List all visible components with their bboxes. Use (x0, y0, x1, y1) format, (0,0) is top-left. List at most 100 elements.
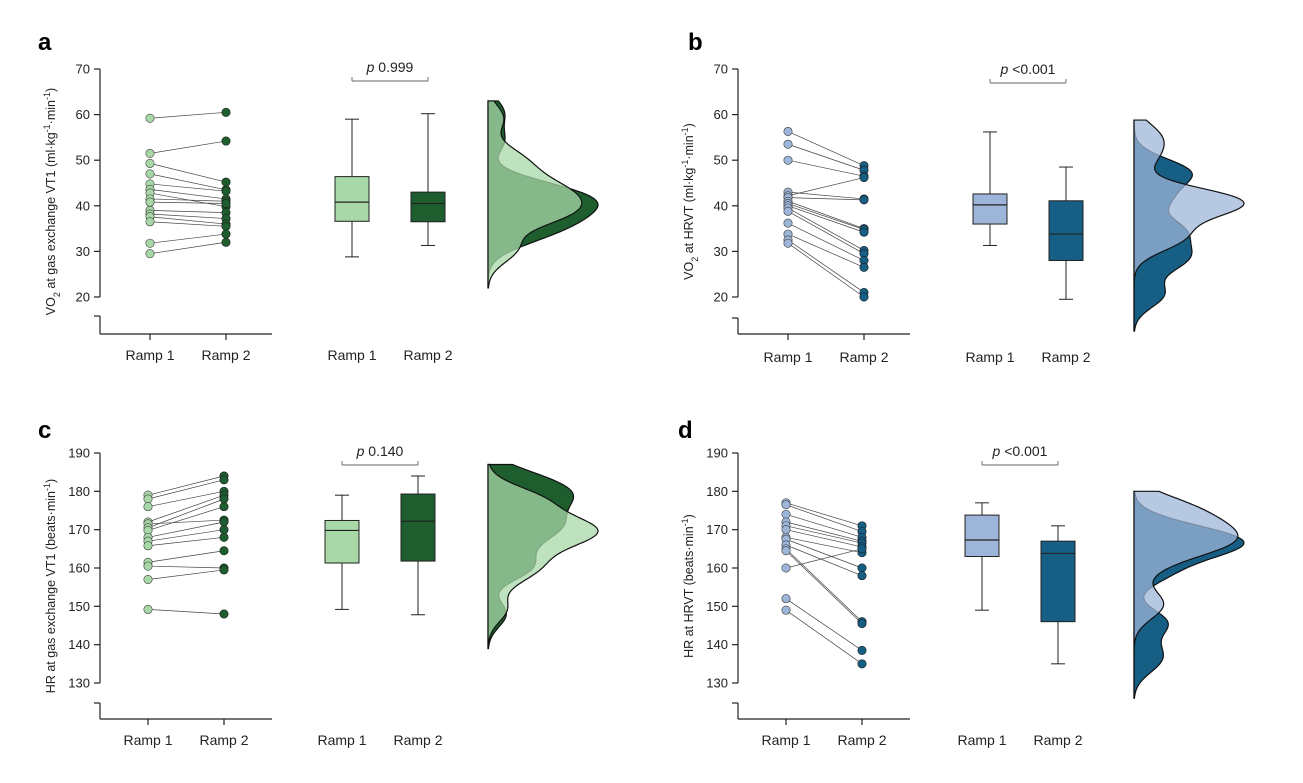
pair-line (785, 513, 863, 538)
ramp1-point (781, 546, 791, 556)
ramp1-point (783, 218, 793, 228)
y-tick-label: 30 (714, 244, 728, 259)
p-symbol: p (1000, 61, 1009, 77)
pair-line (147, 565, 225, 569)
pair-line (787, 143, 865, 171)
ramp2-point (219, 609, 229, 619)
y-axis-label-part: VO (682, 262, 696, 280)
y-tick-label: 40 (76, 198, 90, 213)
box-rect (334, 176, 370, 222)
pair-line (787, 205, 865, 233)
ramp1-point (145, 238, 155, 248)
y-axis-label-part: VO (44, 297, 58, 315)
y-tick-label: 130 (68, 676, 90, 691)
box-category-label: Ramp 1 (327, 347, 376, 363)
y-axis-label-part: ) (44, 88, 58, 92)
ramp1-point (143, 541, 153, 551)
y-tick-label: 70 (714, 62, 728, 77)
ramp1-point (145, 249, 155, 259)
panel-c: c 130 140 150 160 170 180 190 HR at gas exchange… (38, 417, 599, 748)
p-value-label: p <0.001 (1000, 61, 1056, 77)
ramp2-point (857, 563, 867, 573)
box-category-label: Ramp 2 (393, 732, 442, 748)
ramp2-point (857, 659, 867, 669)
pair-line (149, 140, 227, 154)
ramp1-density (487, 100, 583, 289)
pair-line (787, 242, 865, 298)
pair-line (785, 529, 863, 548)
pair-line (149, 216, 227, 225)
pair-line (147, 479, 225, 500)
ramp2-point (859, 227, 869, 237)
ramp2-point (857, 619, 867, 629)
ramp2-point (857, 544, 867, 554)
y-tick-label: 30 (76, 244, 90, 259)
pair-line (787, 239, 865, 293)
y-axis-label-part: 2 (690, 257, 700, 262)
ramp1-point (783, 238, 793, 248)
category-label: Ramp 2 (837, 732, 886, 748)
y-axis-label: VO2 at gas exchange VT1 (ml·kg-1·min-1) (42, 88, 62, 315)
ramp1-point (781, 509, 791, 519)
pair-line (147, 569, 225, 580)
y-tick-label: 20 (714, 290, 728, 305)
pair-line (785, 521, 863, 542)
ramp1-point (783, 126, 793, 136)
ramp2-point (219, 517, 229, 527)
box-rect (1048, 200, 1084, 262)
pair-line (787, 177, 865, 197)
y-tick-label: 130 (706, 676, 728, 691)
p-value-label: p <0.001 (992, 443, 1048, 459)
ramp2-point (221, 107, 231, 117)
pair-line (149, 241, 227, 255)
y-tick-label: 20 (76, 290, 90, 305)
ramp1-point (781, 525, 791, 535)
p-symbol: p (366, 59, 375, 75)
box-rect (972, 193, 1008, 225)
pair-line (147, 609, 225, 615)
box-category-label: Ramp 2 (1041, 349, 1090, 365)
p-value: 0.999 (374, 59, 413, 75)
pair-line (149, 213, 227, 219)
ramp2-point (221, 186, 231, 196)
y-tick-label: 170 (706, 522, 728, 537)
y-axis-label-part: -1 (680, 518, 690, 526)
y-tick-label: 50 (76, 153, 90, 168)
category-label: Ramp 1 (763, 349, 812, 365)
pair-line (147, 498, 225, 529)
y-axis-label-part: -1 (42, 124, 52, 132)
y-axis-label-part: ) (682, 514, 696, 518)
y-axis-label: VO2 at HRVT (ml·kg-1·min-1) (680, 123, 700, 280)
y-tick-label: 180 (706, 484, 728, 499)
y-tick-label: 180 (68, 484, 90, 499)
y-tick-label: 160 (706, 561, 728, 576)
p-symbol: p (356, 443, 365, 459)
p-value: 0.140 (364, 443, 403, 459)
ramp1-density (1133, 119, 1245, 332)
ramp1-point (781, 594, 791, 604)
pair-line (785, 538, 863, 569)
category-label: Ramp 2 (199, 732, 248, 748)
ramp1-point (781, 500, 791, 510)
y-axis-label-part: ) (682, 123, 696, 127)
panel-letter: c (38, 417, 51, 444)
y-axis-label: HR at gas exchange VT1 (beats·min-1) (42, 479, 58, 693)
y-axis-label-part: ·min (682, 135, 696, 159)
y-axis-label-part: HR at HRVT (beats·min (682, 526, 696, 658)
category-label: Ramp 2 (201, 347, 250, 363)
p-value: <0.001 (1000, 443, 1047, 459)
ramp1-point (781, 563, 791, 573)
category-label: Ramp 1 (125, 347, 174, 363)
ramp2-point (859, 292, 869, 302)
y-tick-label: 50 (714, 153, 728, 168)
ramp2-point (221, 221, 231, 231)
pair-line (785, 550, 863, 624)
pair-line (147, 490, 225, 508)
pair-line (149, 198, 227, 202)
y-tick-label: 190 (68, 446, 90, 461)
category-label: Ramp 1 (761, 732, 810, 748)
p-value-label: p 0.140 (356, 443, 404, 459)
pair-line (147, 521, 225, 538)
ramp2-point (221, 237, 231, 247)
